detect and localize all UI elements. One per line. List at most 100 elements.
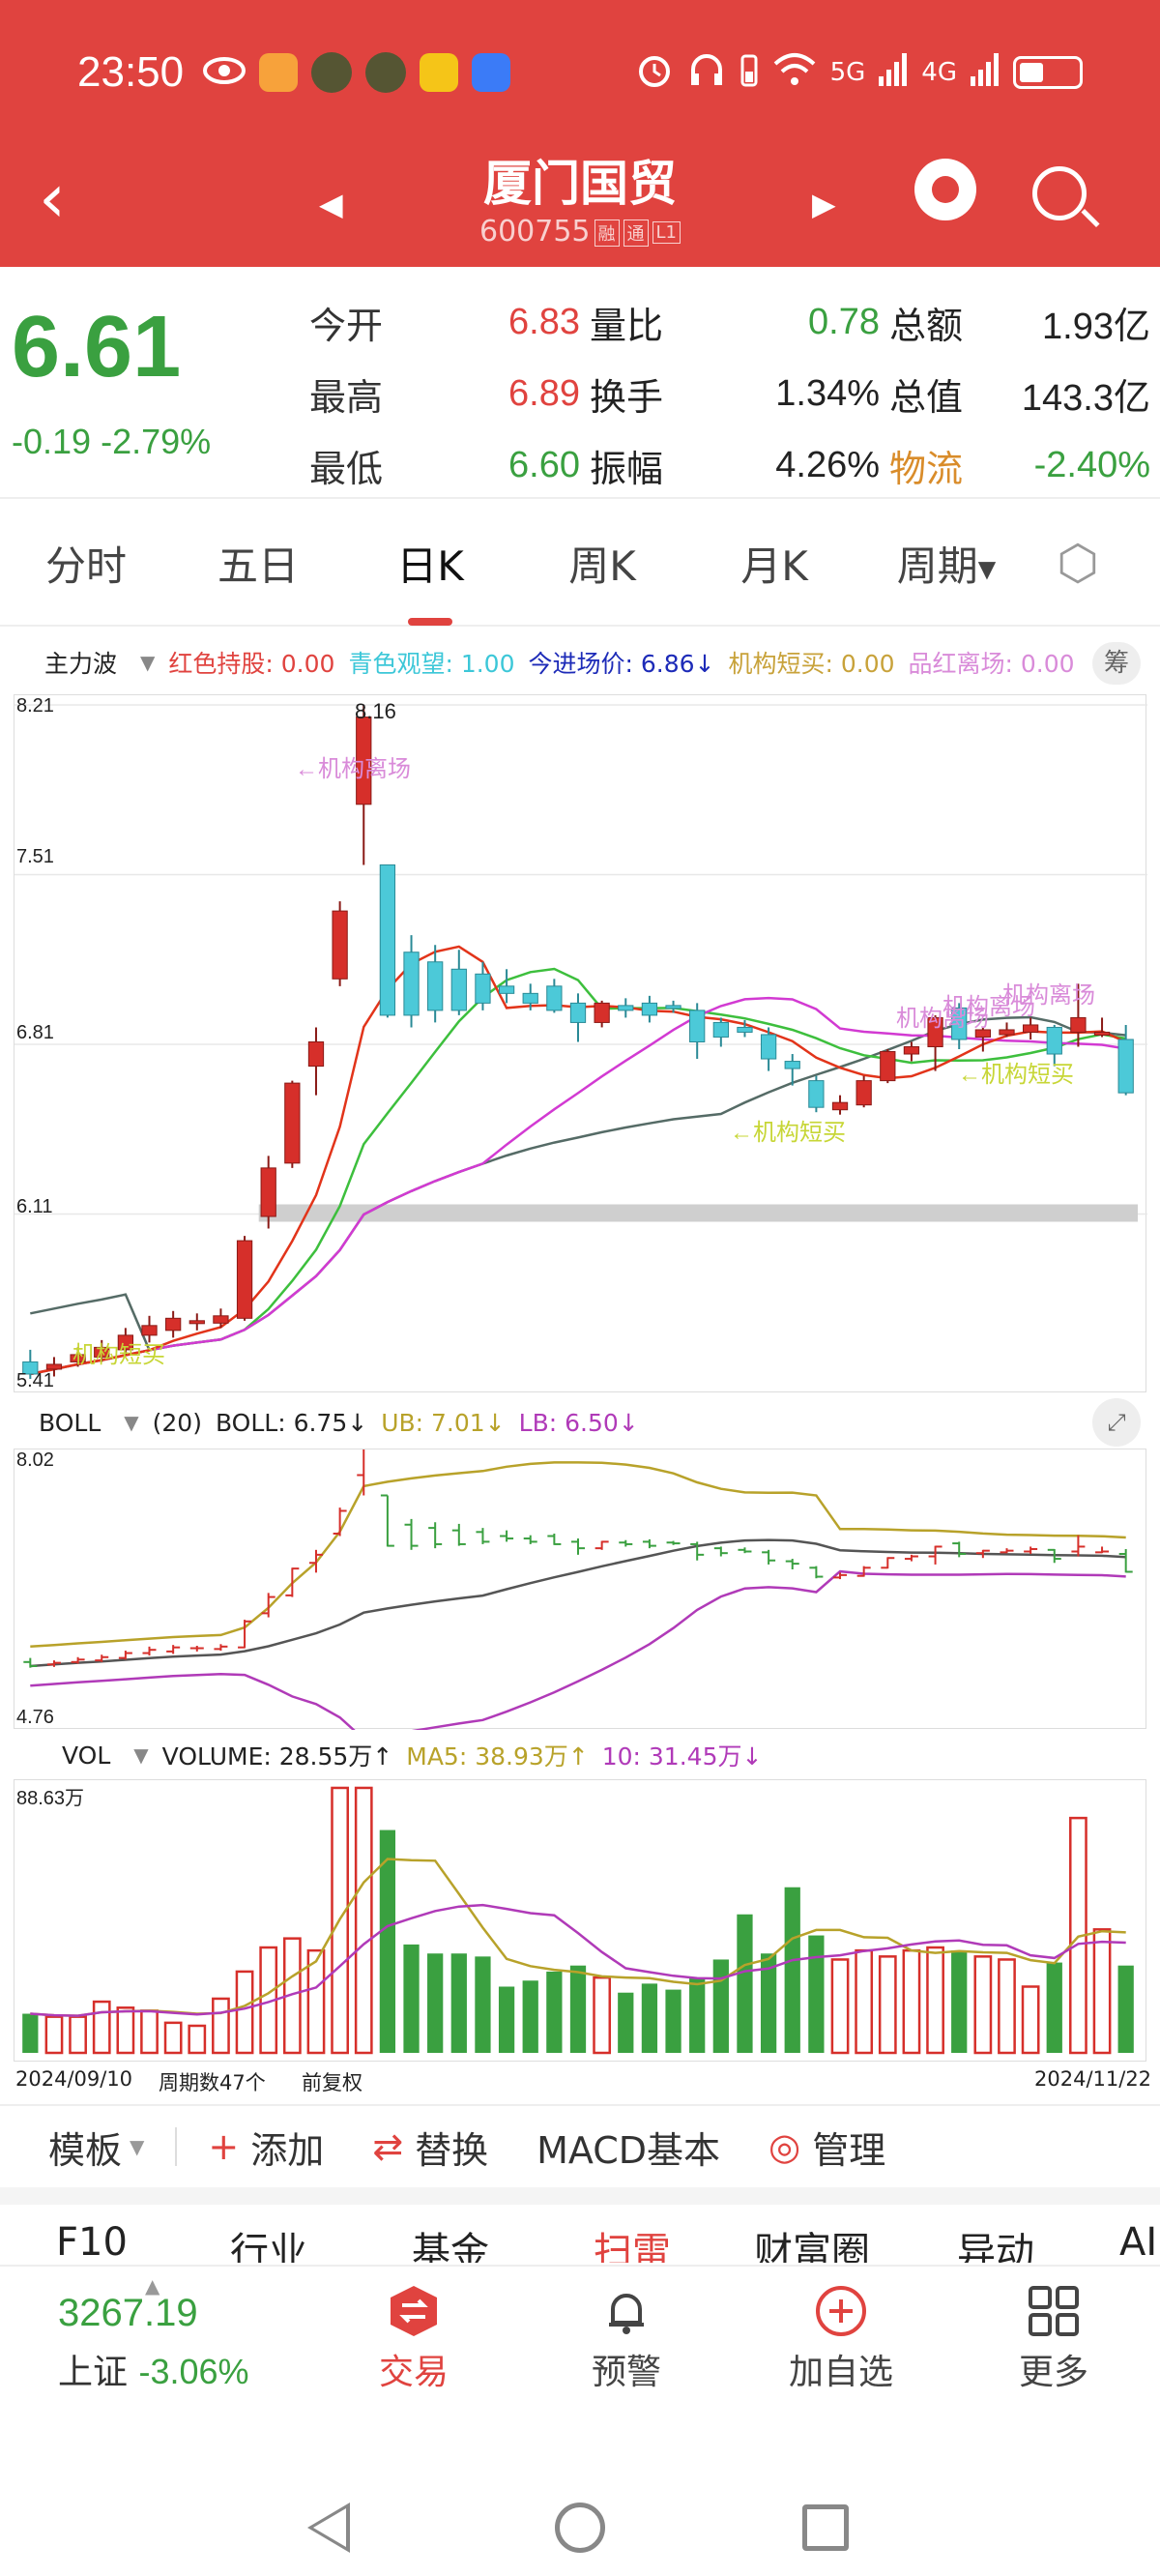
kline-chart[interactable]: 8.21 7.51 6.81 6.11 5.41 8.16 ←机构离场 机构短买… [14, 694, 1147, 1392]
settings-hex-icon[interactable]: ⬡ [1057, 535, 1099, 591]
candle-body [284, 1082, 301, 1164]
candle-body [880, 1051, 896, 1082]
macd-label: MACD基本 [536, 2128, 721, 2172]
annotation-inst-short-buy: ←机构短买 [958, 1062, 1074, 1088]
system-back-icon[interactable] [307, 2503, 350, 2553]
manage-icon: ◎ [768, 2125, 801, 2168]
nav-more[interactable]: 更多 [976, 2284, 1131, 2394]
signal-bars-icon [879, 52, 908, 93]
candle-body [450, 968, 467, 1011]
kline-svg [14, 704, 1147, 1379]
system-recents-icon[interactable] [802, 2504, 849, 2551]
caret-down-icon[interactable]: ▼ [140, 651, 156, 674]
stock-code: 600755 [478, 215, 591, 249]
nav-trade[interactable]: 交易 [336, 2284, 491, 2394]
volume-bar [212, 1997, 230, 2055]
high-value: 6.89 [508, 372, 580, 414]
boll-upper-line [30, 1461, 1126, 1649]
volume-bar [379, 1830, 396, 2053]
nav-alert[interactable]: 预警 [549, 2284, 704, 2394]
boll-legend: BOLL ▼ (20) BOLL: 6.75↓ UB: 7.01↓ LB: 6.… [0, 1398, 1160, 1447]
volume-indicator-name[interactable]: VOL [62, 1741, 111, 1770]
macd-basic-button[interactable]: MACD基本 [536, 2121, 720, 2174]
caret-down-icon[interactable]: ▼ [124, 1411, 139, 1434]
tab-five-day[interactable]: 五日 [217, 542, 299, 590]
boll-period: (20) [152, 1408, 202, 1437]
battery-small-icon [740, 50, 759, 96]
candle-body [427, 961, 444, 1011]
template-label: 模板 [48, 2128, 123, 2172]
signal-4g-icon: 4G [921, 58, 957, 87]
stock-code-line: 600755 融通 L1 [387, 215, 773, 249]
adjust-mode[interactable]: 前复权 [302, 2071, 362, 2094]
search-icon[interactable] [1032, 166, 1087, 220]
candle-body [70, 1354, 86, 1362]
volume-bar [951, 1950, 968, 2053]
main-indicator-name[interactable]: 主力波 [44, 650, 118, 678]
subtab-industry[interactable]: 行业 [230, 2230, 307, 2263]
candle-body [475, 973, 491, 1004]
manage-label: 管理 [812, 2128, 886, 2172]
subtab-risk-scan[interactable]: 扫雷 [594, 2230, 671, 2263]
template-button[interactable]: 模板 ▼ [48, 2121, 144, 2174]
index-name-line: 上证 -3.06% [58, 2344, 249, 2394]
nav-add-favorite[interactable]: 加自选 [764, 2284, 918, 2394]
legend-entry-price: 今进场价: 6.86↓ [528, 650, 715, 678]
tab-weekly-k[interactable]: 周K [568, 542, 636, 590]
add-indicator-button[interactable]: + 添加 [208, 2121, 324, 2174]
volume-bar [546, 1971, 563, 2053]
sector-label[interactable]: 物流 [889, 447, 964, 490]
market-cap-value: 143.3亿 [1021, 377, 1150, 419]
app-header: 23:50 5G [0, 0, 1160, 267]
subtab-ai[interactable]: AI [1119, 2220, 1158, 2263]
legend-cyan-watch: 青色观望: 1.00 [348, 650, 515, 678]
price-change: -0.19 -2.79% [12, 422, 211, 462]
candle-body [356, 717, 372, 805]
eye-icon [203, 56, 246, 89]
volume-bar [1046, 1962, 1062, 2053]
candle-body [641, 1002, 658, 1016]
subtab-movement[interactable]: 异动 [957, 2230, 1034, 2263]
status-time: 23:50 [77, 48, 185, 96]
volume-bar [902, 1948, 921, 2055]
candle-body [856, 1080, 872, 1106]
add-label: 添加 [250, 2128, 325, 2172]
chip-distribution-button[interactable]: 筹 [1092, 642, 1141, 685]
subtab-f10[interactable]: F10 [56, 2220, 128, 2263]
tab-monthly-k[interactable]: 月K [740, 542, 808, 590]
headphones-icon [687, 50, 726, 96]
volume-bar [712, 1959, 729, 2053]
caret-down-icon[interactable]: ▼ [133, 1743, 149, 1767]
candle-body [1046, 1026, 1062, 1055]
volume-bar [593, 1976, 612, 2055]
volume-chart[interactable]: 88.63万 [14, 1779, 1146, 2062]
nav-more-label: 更多 [1018, 2353, 1088, 2392]
volume-svg [22, 1786, 1134, 2055]
prev-stock-icon[interactable]: ◀ [319, 186, 343, 222]
current-price: 6.61 [12, 299, 182, 395]
candle-body [141, 1325, 158, 1336]
boll-mid-value: BOLL: 6.75↓ [215, 1408, 368, 1437]
legend-red-hold: 红色持股: 0.00 [168, 650, 335, 678]
mascot-icon[interactable] [914, 159, 976, 220]
volume-bar [1092, 1928, 1112, 2055]
next-stock-icon[interactable]: ▶ [812, 186, 836, 222]
stock-name: 厦门国贸 [483, 156, 677, 212]
candle-body [522, 992, 538, 1004]
system-home-icon[interactable] [555, 2503, 605, 2553]
volume-bar [427, 1953, 444, 2053]
avatar-icon [311, 52, 353, 93]
annotation-inst-exit: ←机构离场 [295, 756, 411, 782]
tab-daily-k[interactable]: 日K [344, 534, 516, 626]
boll-chart[interactable]: 8.02 4.76 [14, 1442, 1146, 1741]
tab-intraday[interactable]: 分时 [44, 542, 127, 590]
expand-icon[interactable]: ⤢ [1092, 1398, 1141, 1447]
subtab-wealth-circle[interactable]: 财富圈 [754, 2230, 870, 2263]
tab-period[interactable]: 周期▼ [860, 534, 1032, 593]
subtab-fund[interactable]: 基金 [412, 2230, 489, 2263]
y-tick-label: 6.11 [16, 1196, 53, 1217]
manage-button[interactable]: ◎ 管理 [768, 2121, 885, 2174]
back-button[interactable]: ‹ [39, 159, 66, 238]
replace-indicator-button[interactable]: ⇄ 替换 [372, 2121, 488, 2174]
boll-indicator-name[interactable]: BOLL [39, 1408, 102, 1437]
